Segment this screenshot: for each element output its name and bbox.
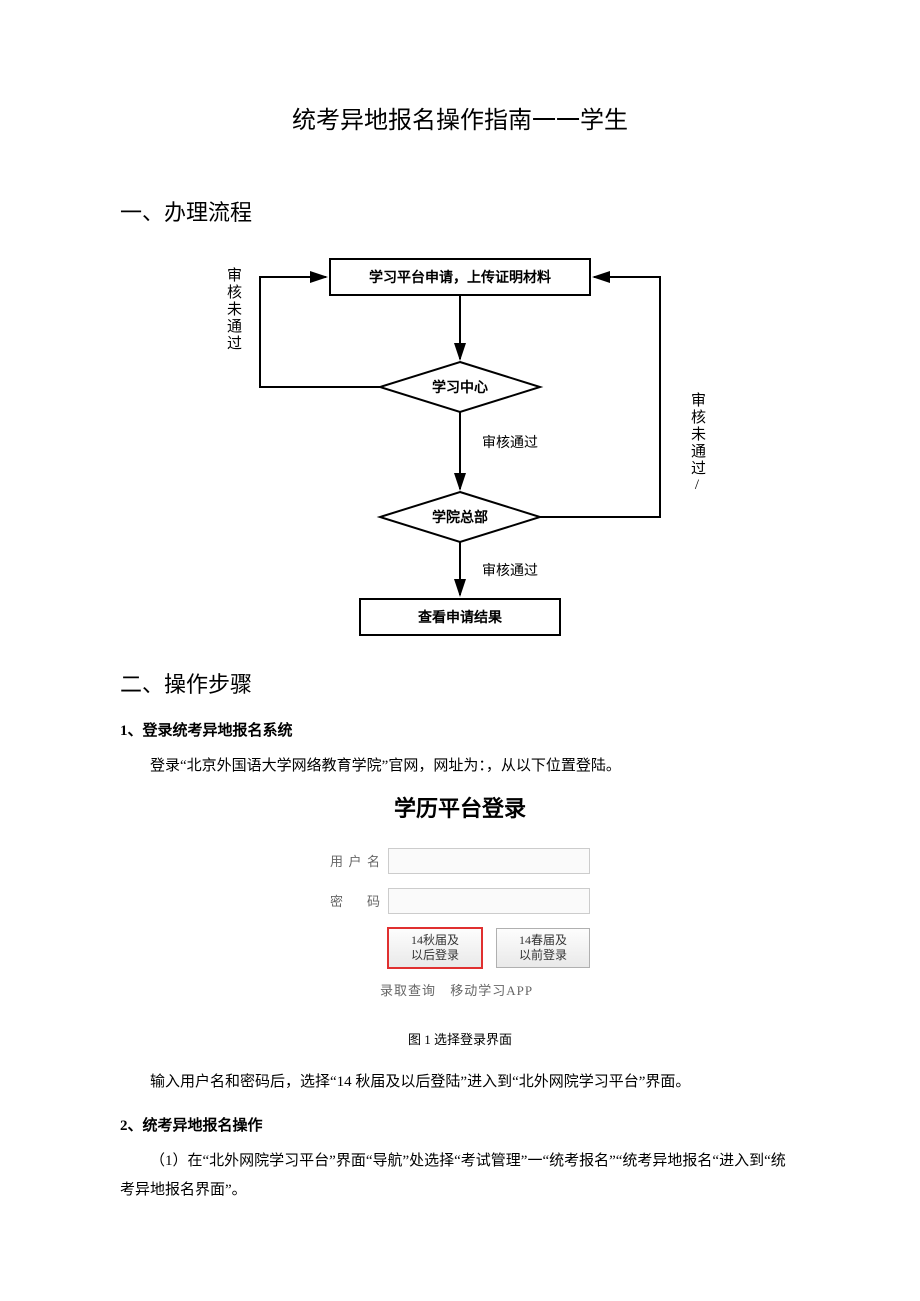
flow-node-4: 查看申请结果 (418, 609, 503, 626)
login-form: 学历平台登录 用户名 密 码 14秋届及以后登录 14春届及以前登录 录取查询 … (330, 791, 590, 999)
section-2-heading: 二、操作步骤 (120, 667, 800, 699)
login-button-before-14spring[interactable]: 14春届及以前登录 (496, 928, 590, 968)
login-button-after-14autumn[interactable]: 14秋届及以后登录 (388, 928, 482, 968)
flow-edge-2-3-label: 审核通过 (482, 435, 538, 451)
flow-node-1: 学习平台申请，上传证明材料 (369, 269, 551, 286)
username-input[interactable] (388, 848, 590, 874)
document-title: 统考异地报名操作指南一一学生 (120, 100, 800, 135)
subsection-1-text-2: 输入用户名和密码后，选择“14 秋届及以后登陆”进入到“北外网院学习平台”界面。 (120, 1068, 800, 1097)
subsection-1-heading: 1、登录统考异地报名系统 (120, 719, 800, 740)
figure-1-caption: 图 1 选择登录界面 (120, 1029, 800, 1048)
link-admission-query[interactable]: 录取查询 (380, 983, 436, 998)
subsection-2-heading: 2、统考异地报名操作 (120, 1114, 800, 1135)
flow-node-3: 学院总部 (432, 509, 488, 526)
section-1-heading: 一、办理流程 (120, 195, 800, 227)
link-mobile-app[interactable]: 移动学习APP (450, 983, 533, 998)
subsection-2-text: （1）在“北外网院学习平台”界面“导航”处选择“考试管理”一“统考报名”“统考异… (120, 1147, 800, 1204)
flow-node-2: 学习中心 (432, 379, 488, 396)
subsection-1-text: 登录“北京外国语大学网络教育学院”官网，网址为：，从以下位置登陆。 (120, 752, 800, 781)
login-title: 学历平台登录 (330, 791, 590, 823)
username-label: 用户名 (330, 851, 382, 870)
flowchart-svg: 学习平台申请，上传证明材料 学习中心 审核通过 学院总部 审核通过 查看申请结果 (220, 247, 700, 647)
flowchart: 审核未通过 审核未通过/ 学习平台申请，上传证明材料 学习中心 审核通过 学院总… (220, 247, 700, 647)
flow-edge-3-4-label: 审核通过 (482, 563, 538, 579)
password-input[interactable] (388, 888, 590, 914)
password-label: 密 码 (330, 891, 382, 910)
